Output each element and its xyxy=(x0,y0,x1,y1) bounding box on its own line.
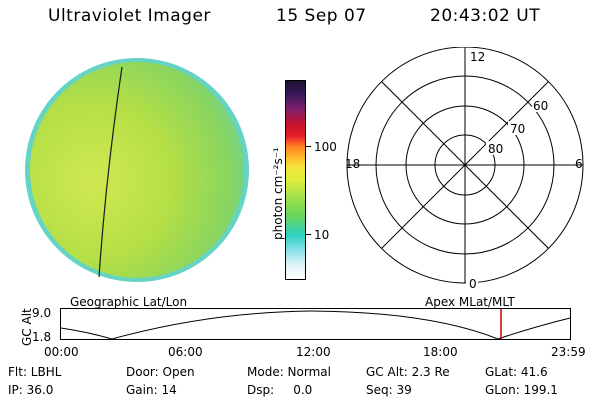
terminator-line xyxy=(98,66,123,278)
timeline-xtick-1800: 18:00 xyxy=(423,345,458,359)
timeline-left-label: Geographic Lat/Lon xyxy=(70,295,188,309)
glon-info: GLon: 199.1 xyxy=(485,383,558,397)
polar-diagonal-2 xyxy=(381,81,549,249)
uv-disk-image xyxy=(25,58,249,282)
timeline-frame xyxy=(60,308,571,340)
ip-info: IP: 36.0 xyxy=(8,383,54,397)
colorbar-tick-label-10: 10 xyxy=(314,228,330,242)
door-info: Door: Open xyxy=(126,365,195,379)
mlt-label-6: 6 xyxy=(575,157,583,171)
timeline-xtick-0600: 06:00 xyxy=(168,345,203,359)
time-label: 20:43:02 UT xyxy=(430,6,541,26)
timeline-right-label: Apex MLat/MLT xyxy=(425,295,515,309)
timeline-xtick-2359: 23:59 xyxy=(551,345,586,359)
timeline-ytick-1-8: 1.8 xyxy=(32,330,52,344)
glat-info: GLat: 41.6 xyxy=(485,365,548,379)
lat-label-80: 80 xyxy=(488,142,503,156)
mode-info: Mode: Normal xyxy=(247,365,331,379)
colorbar xyxy=(285,80,306,280)
colorbar-tick-label-100: 100 xyxy=(314,140,337,154)
seq-info: Seq: 39 xyxy=(366,383,412,397)
gc-alt-info: GC Alt: 2.3 Re xyxy=(366,365,450,379)
mlt-label-12: 12 xyxy=(470,50,485,64)
lat-label-70: 70 xyxy=(510,122,525,136)
colorbar-tick-100 xyxy=(306,146,311,147)
altitude-curve xyxy=(60,310,571,340)
timeline-xtick-1200: 12:00 xyxy=(296,345,331,359)
colorbar-label: photon cm⁻²s⁻¹ xyxy=(271,147,285,240)
date-label: 15 Sep 07 xyxy=(276,6,367,26)
dsp-info: Dsp: 0.0 xyxy=(247,383,313,397)
lat-label-60: 60 xyxy=(533,99,548,113)
orbit-altitude-plot xyxy=(60,308,571,340)
filter-info: Flt: LBHL xyxy=(8,365,62,379)
colorbar-tick-10 xyxy=(306,234,311,235)
mlt-label-0: 0 xyxy=(469,277,477,291)
polar-grid: 60 70 80 12 18 6 0 xyxy=(345,47,584,291)
timeline-xtick-0000: 00:00 xyxy=(44,345,79,359)
mlt-label-18: 18 xyxy=(345,157,360,171)
timeline-ytick-9: 9.0 xyxy=(32,306,52,320)
gain-info: Gain: 14 xyxy=(126,383,177,397)
instrument-title: Ultraviolet Imager xyxy=(48,6,211,26)
